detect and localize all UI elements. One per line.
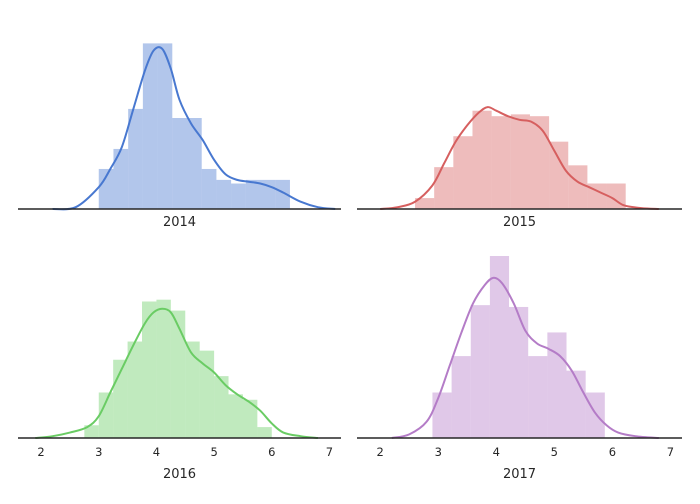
histogram-bar [432, 392, 452, 438]
histogram-bar [453, 136, 473, 209]
x-tick-label: 5 [551, 445, 558, 459]
histogram-bar [549, 141, 569, 209]
histogram-bar [587, 183, 607, 209]
histogram-bar [275, 179, 290, 209]
x-tick-label: 4 [153, 445, 160, 459]
subplot-2015: 2015 [357, 106, 682, 230]
subplot-2017: 2 3 4 5 6 7 2017 [357, 256, 682, 482]
histogram-bar [242, 399, 258, 438]
kde-curve [52, 46, 336, 211]
histogram-bar [199, 350, 215, 438]
x-tick-label: 5 [210, 445, 217, 459]
histogram-bar [257, 427, 272, 438]
histogram-bar [470, 305, 490, 438]
kde-curve [380, 106, 659, 210]
histogram-bar [606, 183, 626, 209]
histogram-bar [216, 179, 232, 209]
histogram-bar [451, 356, 471, 438]
histogram-bar [98, 168, 114, 209]
x-tick-label: 4 [493, 445, 500, 459]
x-tick-label: 7 [667, 445, 674, 459]
subplot-2014: 2014 [18, 43, 341, 230]
histogram-bar [568, 165, 588, 209]
histogram-bar [509, 306, 529, 438]
kde-curve [35, 307, 319, 439]
histogram-bar [127, 341, 143, 438]
histogram-bar [170, 310, 186, 438]
kde-curve [391, 276, 659, 439]
histogram-bar [434, 167, 454, 209]
histogram-bar [472, 110, 492, 209]
x-tick-label: 3 [95, 445, 102, 459]
histogram-bar [245, 179, 261, 209]
histogram-bar [128, 108, 143, 209]
histogram-bar [231, 183, 246, 209]
histogram-bar [528, 356, 548, 438]
histogram-bar [529, 116, 550, 209]
x-axis-label: 2015 [503, 215, 536, 230]
histogram-bar [491, 116, 511, 209]
histogram-bar [201, 168, 217, 209]
x-tick-label: 6 [609, 445, 616, 459]
histogram-bar [228, 394, 243, 438]
histogram-bar [214, 376, 229, 438]
histogram-bar [142, 43, 158, 209]
histogram-bar [510, 114, 530, 209]
histogram-bar [415, 198, 435, 209]
histogram-bar [113, 148, 129, 209]
histogram-bar [489, 256, 510, 438]
x-axis-label: 2014 [163, 215, 196, 230]
x-axis-label: 2016 [163, 467, 196, 482]
x-tick-label: 3 [435, 445, 442, 459]
histogram-bar [566, 370, 586, 438]
x-tick-label: 2 [37, 445, 44, 459]
histogram-bar [98, 392, 114, 438]
histogram-bar [84, 425, 99, 438]
histogram-bar [547, 332, 567, 438]
x-tick-label: 7 [326, 445, 333, 459]
histogram-bar [186, 118, 202, 209]
subplot-2016: 2 3 4 5 6 7 2016 [18, 299, 341, 482]
histogram-bar [157, 43, 173, 209]
histogram-bar [585, 392, 605, 438]
histogram-bar [156, 299, 171, 438]
histogram-bar [142, 301, 157, 438]
x-axis-label: 2017 [503, 467, 536, 482]
x-tick-label: 6 [268, 445, 275, 459]
histogram-bar [185, 341, 200, 438]
x-tick-label: 2 [377, 445, 384, 459]
histogram-bar [172, 118, 187, 209]
